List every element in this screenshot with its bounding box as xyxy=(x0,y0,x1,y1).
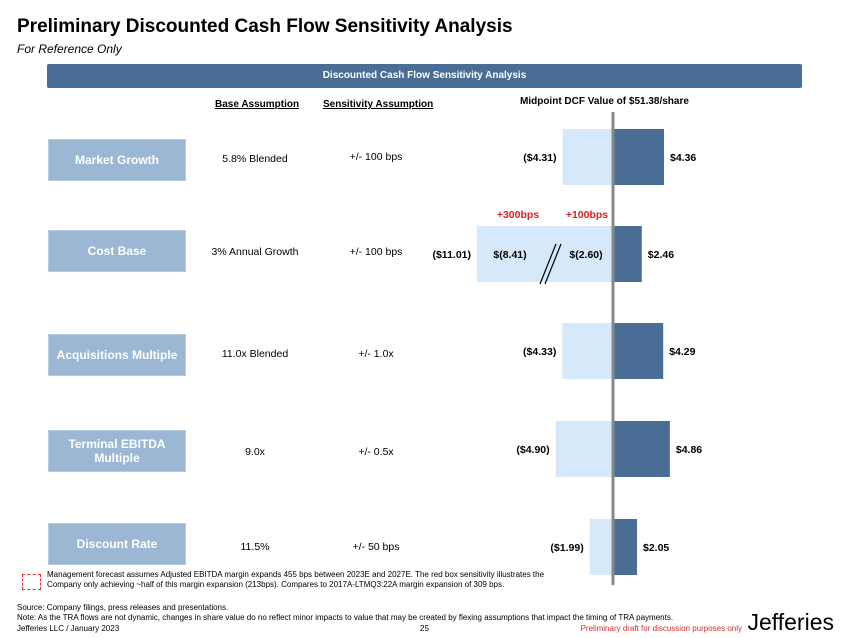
jefferies-logo: Jefferies xyxy=(747,609,834,635)
cost-base-100bps-value: $(2.60) xyxy=(569,249,602,261)
downside-bar-discount-rate xyxy=(589,519,613,575)
upside-label-discount-rate: $2.05 xyxy=(643,542,669,554)
upside-bar-market-growth xyxy=(613,129,665,185)
annotation-300bps: +300bps xyxy=(497,209,539,221)
upside-bar-acquisitions-multiple xyxy=(613,323,664,379)
downside-label-discount-rate: ($1.99) xyxy=(550,542,583,554)
axis-break-line-1 xyxy=(539,243,557,285)
draft-notice: Preliminary draft for discussion purpose… xyxy=(580,624,742,633)
upside-bar-terminal-ebitda-multiple xyxy=(613,421,670,477)
base-value-acquisitions-multiple: 11.0x Blended xyxy=(221,348,289,360)
base-value-terminal-ebitda-multiple: 9.0x xyxy=(245,446,265,458)
downside-label-acquisitions-multiple: ($4.33) xyxy=(523,346,556,358)
midpoint-header: Midpoint DCF Value of $51.38/share xyxy=(520,96,689,107)
footnote-tra: Note: As the TRA flows are not dynamic, … xyxy=(17,613,674,622)
axis-break-line-2 xyxy=(544,243,562,285)
downside-label-cost-base: ($11.01) xyxy=(432,249,471,261)
row-label-discount-rate: Discount Rate xyxy=(48,523,186,565)
footnote-margin: Management forecast assumes Adjusted EBI… xyxy=(47,570,545,589)
cost-base-300bps-value: $(8.41) xyxy=(493,249,526,261)
sensitivity-value-market-growth: +/- 100 bps xyxy=(349,151,403,163)
base-value-market-growth: 5.8% Blended xyxy=(222,153,288,165)
page-title: Preliminary Discounted Cash Flow Sensiti… xyxy=(17,16,513,37)
upside-label-acquisitions-multiple: $4.29 xyxy=(669,346,695,358)
sensitivity-value-discount-rate: +/- 50 bps xyxy=(352,541,400,553)
upside-label-market-growth: $4.36 xyxy=(670,152,696,164)
firm-date: Jefferies LLC / January 2023 xyxy=(17,623,120,633)
base-value-discount-rate: 11.5% xyxy=(240,541,270,553)
downside-label-market-growth: ($4.31) xyxy=(523,152,556,164)
page-subtitle: For Reference Only xyxy=(17,42,122,56)
row-label-acquisitions-multiple: Acquisitions Multiple xyxy=(48,334,186,376)
section-banner: Discounted Cash Flow Sensitivity Analysi… xyxy=(47,64,802,88)
row-label-market-growth: Market Growth xyxy=(48,139,186,181)
footnote-source: Source: Company filings, press releases … xyxy=(17,603,229,612)
annotation-100bps: +100bps xyxy=(566,209,608,221)
sensitivity-value-terminal-ebitda-multiple: +/- 0.5x xyxy=(358,446,394,458)
base-assumption-header: Base Assumption xyxy=(215,99,300,110)
downside-bar-market-growth xyxy=(562,129,613,185)
sensitivity-value-cost-base: +/- 100 bps xyxy=(349,246,403,258)
red-box-legend-icon xyxy=(22,574,41,590)
sensitivity-assumption-header: Sensitivity Assumption xyxy=(323,99,434,110)
upside-label-terminal-ebitda-multiple: $4.86 xyxy=(676,444,702,456)
downside-label-terminal-ebitda-multiple: ($4.90) xyxy=(516,444,549,456)
upside-bar-cost-base xyxy=(613,226,642,282)
row-label-cost-base: Cost Base xyxy=(48,230,186,272)
upside-label-cost-base: $2.46 xyxy=(648,249,674,261)
downside-bar-terminal-ebitda-multiple xyxy=(555,421,613,477)
base-value-cost-base: 3% Annual Growth xyxy=(211,246,299,258)
upside-bar-discount-rate xyxy=(613,519,637,575)
sensitivity-value-acquisitions-multiple: +/- 1.0x xyxy=(358,348,394,360)
page-number: 25 xyxy=(420,623,429,633)
downside-bar-acquisitions-multiple xyxy=(562,323,613,379)
row-label-terminal-ebitda-multiple: Terminal EBITDA Multiple xyxy=(48,430,186,472)
